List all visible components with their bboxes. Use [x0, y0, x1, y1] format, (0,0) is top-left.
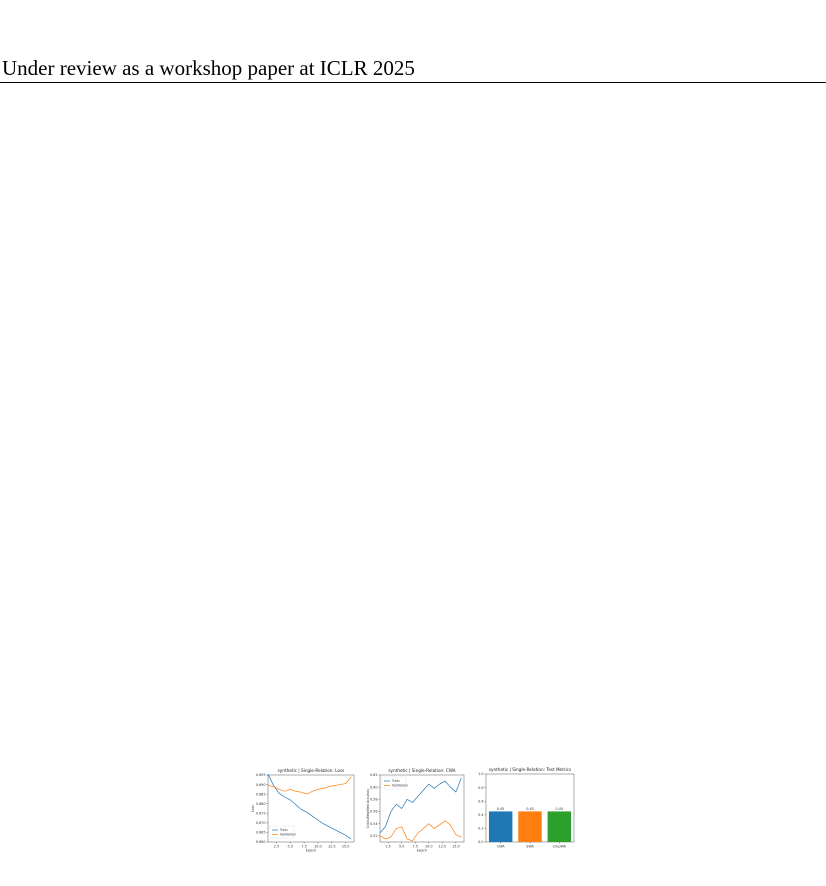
- x-axis-label: Epoch: [417, 849, 427, 853]
- x-tick-label: 10.0: [425, 845, 433, 849]
- cwa-figure: synthetic | Single-Relation: CWA 2.5 5.0 7.…: [366, 764, 478, 854]
- y-tick-label: 0.0: [478, 840, 483, 844]
- x-tick-label: 15.0: [452, 845, 460, 849]
- y-tick-label: 0.675: [256, 811, 266, 815]
- y-tick-label: 0.56: [370, 810, 378, 814]
- chart-title: synthetic | Single-Relation: Loss: [278, 768, 345, 773]
- chart-title: synthetic | Single-Relation: CWA: [388, 768, 455, 773]
- legend-label-train: Train: [279, 828, 288, 832]
- y-tick-label: 0.58: [370, 798, 378, 802]
- series-line-validation: [379, 820, 462, 842]
- x-tick-label: 2.5: [385, 845, 390, 849]
- y-tick-label: 0.52: [370, 834, 378, 838]
- y-tick-label: 0.690: [256, 783, 266, 787]
- x-tick-label: 15.0: [342, 845, 350, 849]
- cwa-chart: synthetic | Single-Relation: CWA 2.5 5.0 7.…: [366, 768, 465, 853]
- y-tick-label: 0.54: [370, 822, 378, 826]
- bar-value-label: 0.45: [497, 807, 505, 811]
- bar-swa: [518, 811, 542, 842]
- bar-cmpwa: [547, 811, 572, 842]
- y-tick-label: 0.685: [256, 792, 266, 796]
- y-axis-label: Loss: [251, 805, 255, 812]
- bar-value-label: 0.45: [526, 807, 534, 811]
- x-tick-label: 7.5: [413, 845, 418, 849]
- y-tick-label: 0.4: [478, 813, 483, 817]
- loss-figure: synthetic | Single-Relation: Loss 2.5 5.0 7…: [248, 764, 362, 854]
- test-metrics-figure: synthetic | Single-Relation: Test Metric…: [474, 764, 578, 854]
- x-tick-label: CmpWA: [553, 845, 567, 849]
- y-tick-label: 0.660: [256, 840, 266, 844]
- x-tick-label: SWA: [526, 845, 534, 849]
- y-axis-label: Color-Weighted Accuracy: [366, 788, 370, 828]
- series-line-train: [267, 773, 352, 840]
- x-tick-label: 5.0: [287, 845, 292, 849]
- y-tick-label: 0.680: [256, 802, 266, 806]
- series-line-validation: [267, 776, 352, 795]
- legend-label-train: Train: [391, 779, 400, 783]
- y-tick-label: 0.60: [370, 785, 378, 789]
- x-tick-label: CWA: [497, 845, 506, 849]
- plot-frame: [267, 774, 355, 843]
- x-tick-label: 12.5: [439, 845, 447, 849]
- y-tick-label: 0.8: [478, 786, 483, 790]
- x-axis-label: Epoch: [306, 849, 316, 853]
- bar-value-label: 0.45: [556, 807, 564, 811]
- x-tick-label: 12.5: [328, 845, 336, 849]
- y-tick-label: 1.0: [478, 772, 483, 776]
- x-tick-label: 7.5: [301, 845, 306, 849]
- y-tick-label: 0.695: [256, 773, 266, 777]
- chart-title: synthetic | Single-Relation: Test Metric…: [489, 767, 571, 772]
- legend-label-validation: Validation: [280, 833, 296, 837]
- x-tick-label: 2.5: [274, 845, 279, 849]
- header-text: Under review as a workshop paper at ICLR…: [2, 56, 415, 80]
- series-line-train: [379, 777, 462, 834]
- plot-frame: [379, 774, 465, 843]
- legend-box: [381, 776, 407, 790]
- loss-chart: synthetic | Single-Relation: Loss 2.5 5.0 7…: [251, 768, 355, 853]
- y-tick-label: 0.665: [256, 831, 266, 835]
- x-tick-label: 10.0: [314, 845, 322, 849]
- x-tick-label: 5.0: [399, 845, 404, 849]
- legend-label-validation: Validation: [392, 784, 408, 788]
- y-tick-label: 0.670: [256, 821, 266, 825]
- page-header: Under review as a workshop paper at ICLR…: [0, 54, 826, 83]
- bar-cwa: [488, 811, 513, 842]
- y-tick-label: 0.6: [478, 799, 483, 803]
- legend-box: [269, 825, 295, 839]
- y-tick-label: 0.2: [478, 827, 483, 831]
- test-metrics-chart: synthetic | Single-Relation: Test Metric…: [478, 767, 575, 849]
- y-tick-label: 0.62: [370, 773, 378, 777]
